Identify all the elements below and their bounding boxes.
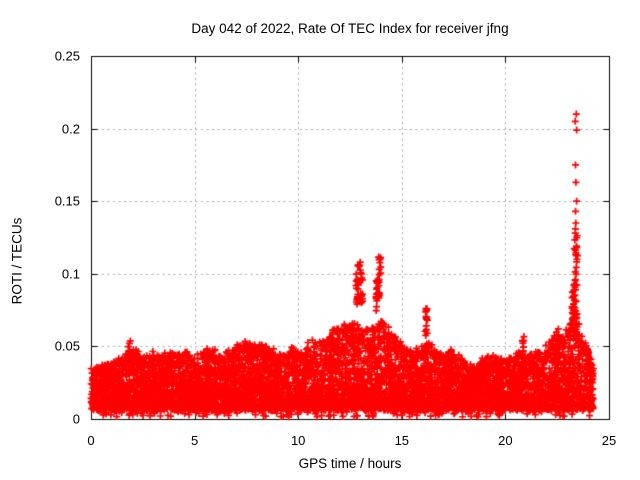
y-tick-label: 0.05 [54, 338, 80, 354]
y-tick-label: 0.1 [61, 266, 80, 282]
y-tick-label: 0.15 [54, 193, 80, 209]
y-tick-label: 0.2 [61, 121, 80, 137]
x-tick-label: 5 [190, 433, 199, 448]
x-axis-label: GPS time / hours [298, 456, 402, 471]
y-axis-label: ROTI / TECUs [9, 217, 25, 305]
x-tick-label: 20 [498, 433, 513, 448]
x-tick-label: 15 [394, 433, 410, 448]
y-tick-label: 0.25 [54, 48, 80, 64]
x-tick-label: 10 [290, 433, 306, 448]
x-tick-label: 0 [87, 433, 95, 448]
x-tick-label: 25 [601, 433, 617, 448]
y-tick-label: 0 [72, 411, 80, 427]
chart-title: Day 042 of 2022, Rate Of TEC Index for r… [191, 21, 509, 36]
